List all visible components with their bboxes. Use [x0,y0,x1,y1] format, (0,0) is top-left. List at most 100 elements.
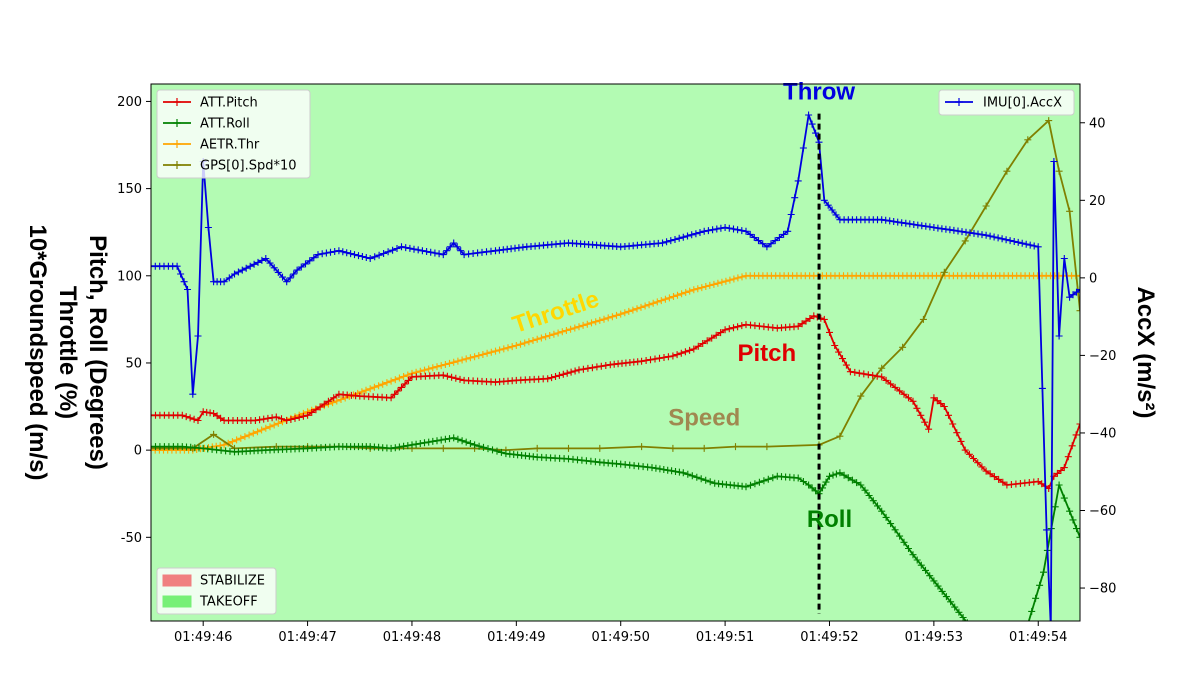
data-point [966,229,974,237]
data-point [600,315,608,323]
data-point [775,234,783,241]
data-point [254,428,261,436]
data-point [593,363,601,371]
data-point [544,375,552,383]
data-point [529,337,537,344]
data-point [366,255,374,262]
data-point [387,377,395,385]
data-point [678,290,686,298]
data-point [393,245,401,252]
legend-mode-swatch [162,574,192,587]
data-point [857,481,865,489]
data-point [493,447,501,455]
legend-box [938,89,1075,116]
data-point [1053,469,1061,477]
legend-mode-label: TAKEOFF [199,595,258,610]
data-point [747,481,754,489]
legend-swatch-marker [173,140,181,148]
data-point [1014,238,1022,246]
data-point [805,111,813,119]
data-point [427,248,435,256]
data-point [394,387,402,395]
data-point [405,376,412,384]
data-point [437,362,445,370]
data-point [258,256,266,264]
data-point [579,365,587,373]
data-point [637,303,645,311]
data-point [450,239,458,247]
data-point [693,473,701,481]
data-point [433,363,441,371]
data-point [483,349,491,357]
data-point [982,467,990,475]
data-point [439,444,447,452]
data-point [865,492,873,499]
data-point [899,343,907,351]
data-point [763,443,771,451]
data-point [190,415,198,423]
data-point [425,365,433,373]
data-point [1051,503,1059,511]
data-point [669,352,677,360]
data-point [371,253,379,261]
data-point [725,224,733,232]
data-point [389,246,397,254]
data-point [810,312,818,320]
data-point [842,361,850,369]
data-point [1076,286,1080,293]
data-point [708,334,716,342]
data-point [922,222,930,230]
data-point [798,320,806,328]
data-point [458,356,466,364]
data-point [270,264,278,272]
data-point [1036,581,1044,589]
data-point [450,358,458,366]
data-point [469,250,477,257]
data-point [1064,453,1072,461]
data-point [926,223,934,231]
data-point [717,329,725,337]
data-point [682,288,690,296]
data-point [914,221,922,229]
data-point [633,305,641,313]
data-point [891,383,899,391]
data-point [384,248,392,256]
data-point [567,368,575,376]
data-point [913,404,921,412]
data-point [812,487,820,495]
legend-swatch-marker [955,98,963,106]
data-point [835,348,843,356]
data-point [703,337,711,345]
data-point [1057,467,1065,474]
data-point [565,444,572,452]
data-point [696,229,704,236]
data-point [408,441,416,449]
data-point [674,291,681,299]
data-point [306,257,314,265]
data-point [571,324,579,332]
legend-flight-modes: STABILIZE TAKEOFF [156,567,277,615]
data-point [751,480,759,488]
data-point [694,285,702,293]
series-att-pitch [151,312,1080,492]
data-point [558,328,566,336]
data-point [869,371,877,379]
data-point [402,244,410,252]
legend-swatch-marker [173,161,181,169]
data-point [358,253,366,260]
data-point [512,342,520,349]
legend-accx: IMU[0].AccX [938,89,1075,116]
data-point [647,356,654,364]
data-point [274,419,282,427]
data-point [942,225,950,233]
data-point [400,373,408,380]
data-point [954,227,962,235]
data-point [638,443,646,451]
data-point [857,392,865,400]
data-point [237,434,245,442]
data-point [690,345,698,353]
data-point [291,414,299,422]
data-point [913,556,921,564]
data-point [808,120,816,128]
data-point [416,440,424,447]
